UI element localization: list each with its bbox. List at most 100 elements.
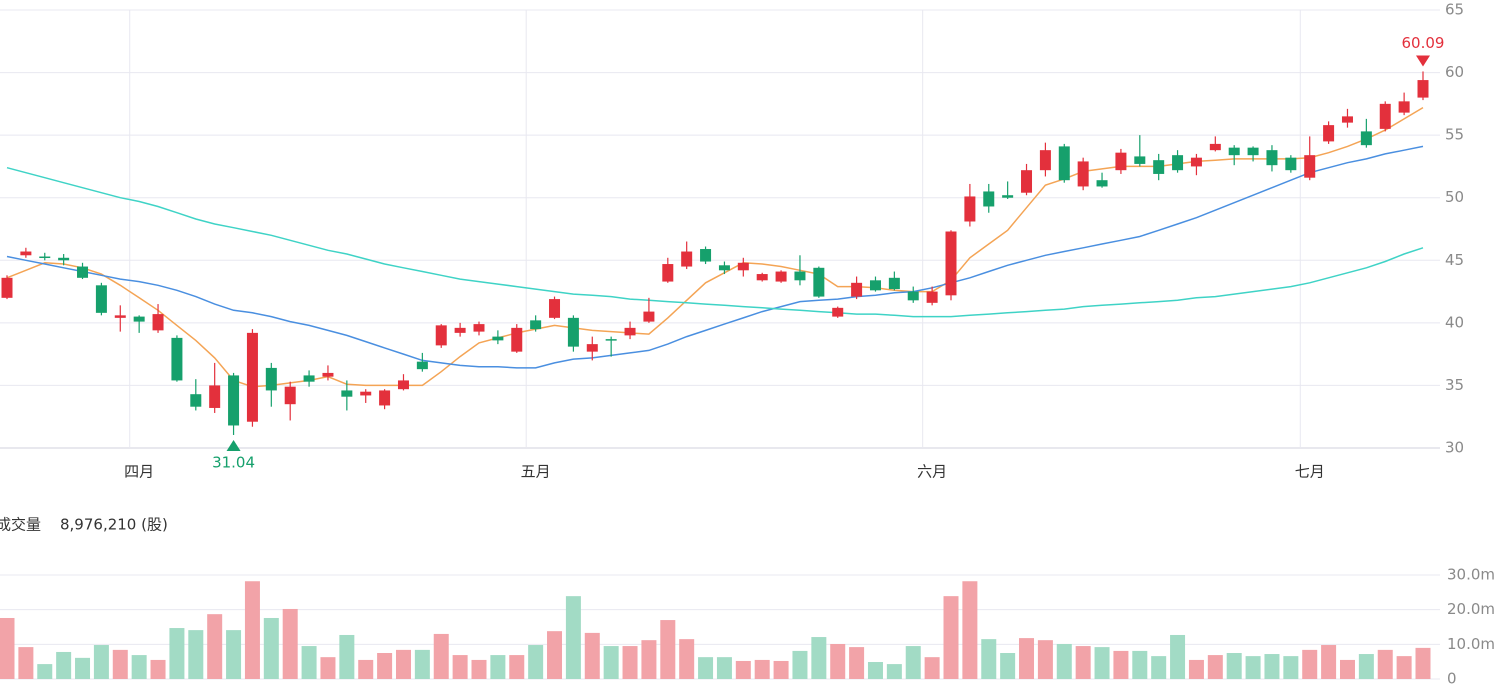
candle-body bbox=[322, 372, 334, 377]
volume-bar bbox=[1377, 649, 1393, 679]
volume-bar bbox=[169, 628, 185, 679]
volume-bar bbox=[414, 649, 430, 679]
candle-body bbox=[756, 274, 768, 281]
volume-bar bbox=[1226, 653, 1242, 679]
candle-body bbox=[718, 265, 730, 271]
ma-line bbox=[6, 106, 1424, 388]
candle-body bbox=[605, 339, 617, 341]
volume-bar bbox=[1151, 656, 1167, 679]
candle-body bbox=[530, 320, 542, 330]
volume-bar bbox=[395, 649, 411, 679]
candle-body bbox=[265, 367, 277, 391]
candle-body bbox=[832, 307, 844, 317]
max-label: 60.09 bbox=[1402, 34, 1445, 52]
candle-body bbox=[794, 271, 806, 281]
candle-body bbox=[190, 394, 202, 407]
y-tick-label: 50 bbox=[1445, 188, 1464, 206]
candle-body bbox=[209, 385, 221, 408]
x-tick-label: 五月 bbox=[521, 463, 551, 481]
candle-body bbox=[662, 264, 674, 282]
volume-bar bbox=[150, 659, 166, 679]
volume-bar bbox=[792, 650, 808, 679]
volume-bar bbox=[1037, 640, 1053, 679]
min-arrow bbox=[226, 439, 241, 451]
candle-body bbox=[246, 332, 258, 422]
volume-bar bbox=[320, 657, 336, 679]
volume-bar bbox=[358, 659, 374, 679]
candle-body bbox=[58, 257, 70, 261]
volume-bar bbox=[282, 608, 298, 679]
volume-title: 成交量 bbox=[0, 516, 41, 534]
candle-body bbox=[1190, 157, 1202, 167]
candle-body bbox=[152, 314, 164, 331]
volume-bar bbox=[1264, 654, 1280, 679]
volume-bar bbox=[207, 614, 223, 679]
volume-bar bbox=[830, 643, 846, 679]
candle-body bbox=[1134, 156, 1146, 164]
volume-bar bbox=[1132, 650, 1148, 679]
y-tick-label: 60 bbox=[1445, 63, 1464, 81]
candle-body bbox=[1039, 150, 1051, 171]
volume-bar bbox=[452, 655, 468, 679]
volume-bar bbox=[1339, 659, 1355, 679]
y-tick-label: 40 bbox=[1445, 313, 1464, 331]
volume-bar bbox=[1056, 643, 1072, 679]
volume-bar bbox=[1302, 649, 1318, 679]
volume-bar bbox=[716, 657, 732, 679]
volume-bar bbox=[244, 581, 260, 679]
candle-body bbox=[39, 256, 51, 259]
candle-body bbox=[643, 311, 655, 322]
volume-bar bbox=[565, 596, 581, 679]
candle-body bbox=[1379, 103, 1391, 129]
candle-body bbox=[492, 336, 504, 341]
candle-body bbox=[473, 324, 485, 332]
volume-bar bbox=[962, 581, 978, 679]
volume-bar bbox=[263, 617, 279, 679]
volume-bar bbox=[1113, 650, 1129, 679]
volume-bar bbox=[18, 647, 34, 679]
candle-body bbox=[1285, 157, 1297, 171]
y-tick-label: 65 bbox=[1445, 1, 1464, 19]
candle-body bbox=[586, 344, 598, 352]
volume-bar bbox=[75, 657, 91, 679]
volume-tick-label: 10.0m bbox=[1447, 635, 1495, 653]
candle-body bbox=[737, 262, 749, 271]
candle-body bbox=[77, 266, 89, 278]
volume-bar bbox=[528, 645, 544, 679]
candle-body bbox=[1058, 146, 1070, 181]
volume-bar bbox=[1170, 634, 1186, 679]
candle-body bbox=[1153, 160, 1165, 174]
candle-body bbox=[624, 327, 636, 336]
volume-bar bbox=[1321, 645, 1337, 679]
candle-body bbox=[1172, 155, 1184, 171]
volume-bar bbox=[754, 659, 770, 679]
x-tick-label: 六月 bbox=[917, 463, 947, 481]
volume-bar bbox=[339, 634, 355, 679]
candle-body bbox=[1323, 125, 1335, 142]
volume-bar bbox=[490, 655, 506, 679]
candle-body bbox=[360, 391, 372, 396]
candle-body bbox=[813, 267, 825, 297]
volume-bar bbox=[943, 596, 959, 679]
candle-body bbox=[907, 291, 919, 301]
candle-body bbox=[303, 375, 315, 382]
candle-body bbox=[1021, 170, 1033, 193]
volume-bar bbox=[584, 632, 600, 679]
x-tick-label: 七月 bbox=[1295, 463, 1325, 481]
volume-bar bbox=[698, 657, 714, 679]
min-label: 31.04 bbox=[212, 453, 255, 471]
candle-body bbox=[511, 327, 523, 352]
volume-bar bbox=[924, 657, 940, 679]
volume-bar bbox=[1188, 659, 1204, 679]
candle-body bbox=[851, 282, 863, 297]
y-tick-label: 55 bbox=[1445, 126, 1464, 144]
y-tick-label: 30 bbox=[1445, 439, 1464, 457]
volume-bar bbox=[679, 639, 695, 679]
candle-body bbox=[1096, 180, 1108, 187]
candle-body bbox=[1228, 147, 1240, 156]
x-tick-label: 四月 bbox=[124, 463, 154, 481]
volume-tick-label: 30.0m bbox=[1447, 566, 1495, 584]
volume-bar bbox=[905, 646, 921, 679]
